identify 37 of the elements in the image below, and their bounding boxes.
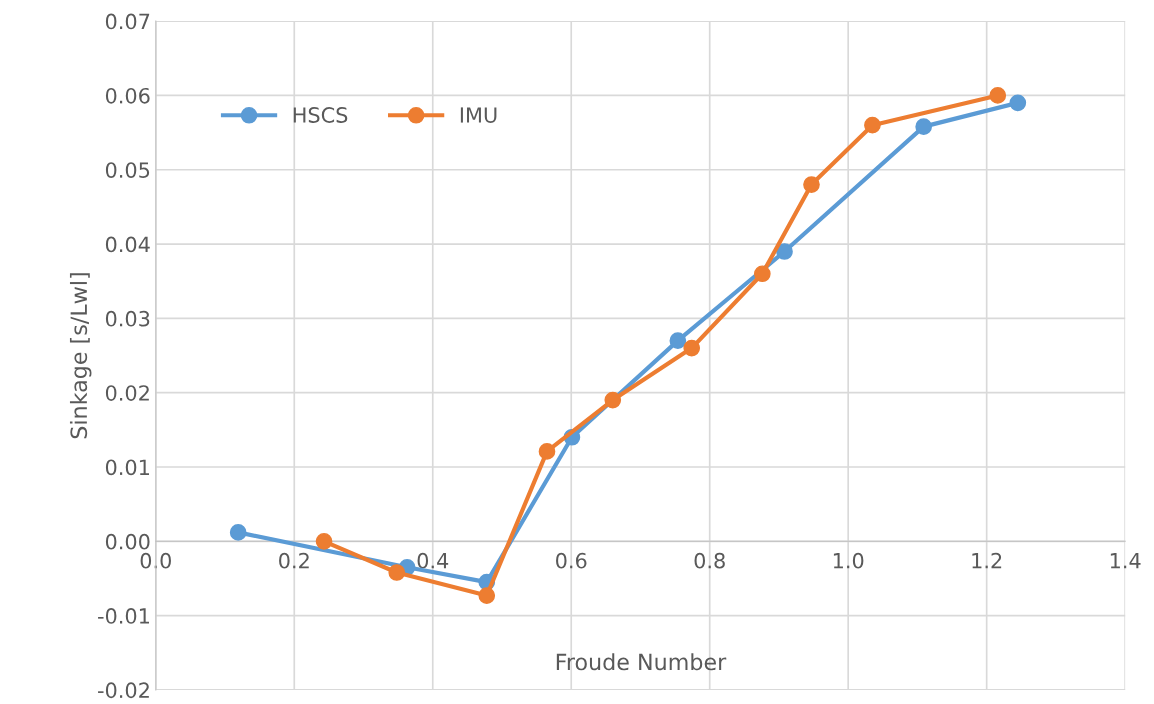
x-axis-title: Froude Number — [556, 653, 727, 671]
x-tick-label: 0.6 — [556, 552, 587, 569]
y-tick-label: 0.05 — [105, 162, 150, 178]
point — [538, 443, 556, 460]
point — [683, 339, 701, 357]
y-tick-label: 0.03 — [105, 310, 150, 327]
x-tick-label: 1.2 — [972, 552, 1002, 569]
point — [604, 391, 622, 409]
y-tick-label: 0.07 — [105, 13, 150, 30]
point — [864, 116, 881, 134]
x-tick-label: 1.4 — [1110, 553, 1141, 569]
y-axis-title: Sinkage [s/Lwl] — [69, 273, 92, 439]
point — [753, 265, 771, 283]
point — [388, 564, 406, 581]
point — [478, 587, 496, 604]
y-tick-label: 0.04 — [105, 236, 150, 253]
legend-label: HSCS — [293, 107, 348, 123]
y-tick-label: 0.02 — [105, 385, 149, 401]
y-tick-label: 0.01 — [105, 459, 150, 476]
point — [803, 176, 820, 193]
x-tick-label: 0.8 — [694, 552, 725, 569]
point — [915, 118, 932, 135]
y-tick-label: -0.02 — [98, 682, 149, 699]
point — [1009, 94, 1027, 112]
y-tick-label: 0.06 — [105, 87, 150, 104]
x-tick-label: 1.0 — [833, 552, 864, 569]
y-tick-label: -0.01 — [98, 608, 150, 624]
point — [989, 87, 1007, 104]
point — [315, 532, 333, 550]
point — [229, 524, 247, 541]
x-tick-label: 0.2 — [279, 552, 309, 569]
point — [669, 332, 687, 349]
y-tick-label: 0.00 — [105, 533, 150, 550]
legend-label: IMU — [460, 107, 497, 123]
point — [776, 243, 793, 260]
x-tick-label: 0.4 — [417, 552, 449, 569]
x-tick-label: 0.0 — [140, 552, 171, 569]
